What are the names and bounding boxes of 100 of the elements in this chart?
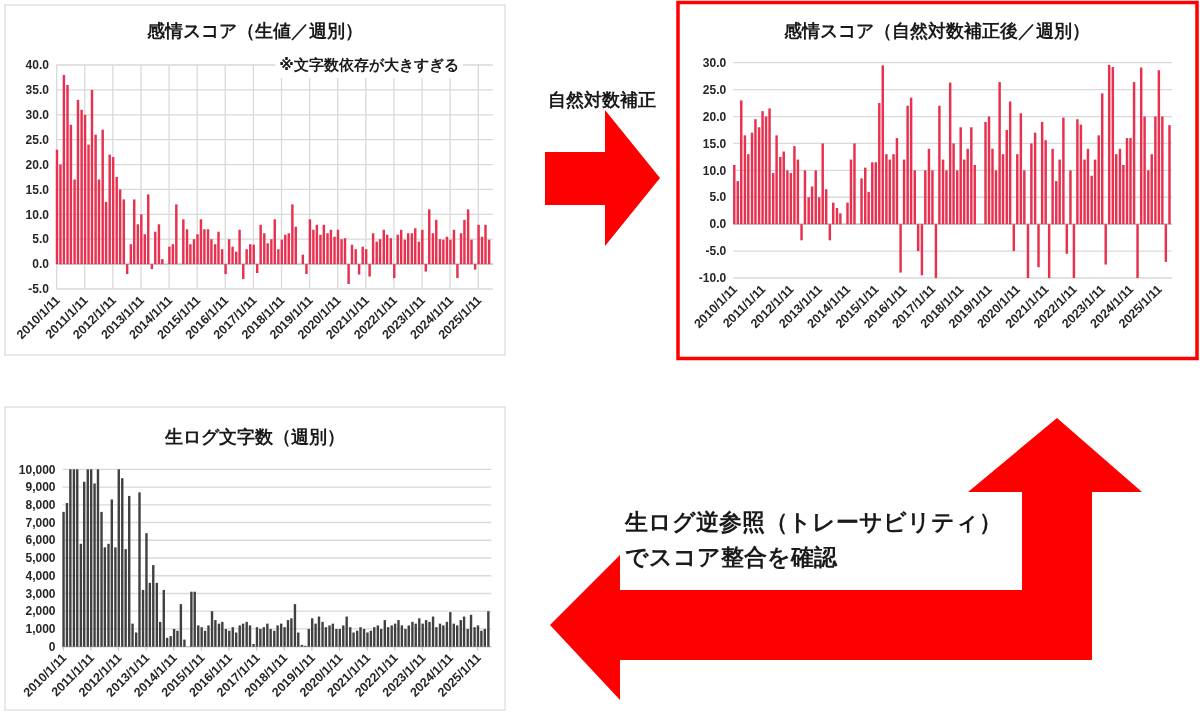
bar <box>733 164 736 225</box>
bar <box>456 264 459 279</box>
annotation: ※文字数依存が大きすぎる <box>279 56 459 74</box>
bar <box>1051 148 1054 225</box>
y-tick-label: 7,000 <box>25 515 56 530</box>
bar <box>1069 170 1072 225</box>
bar <box>428 621 431 647</box>
bar <box>821 143 824 225</box>
bar <box>368 264 371 277</box>
bar <box>266 623 269 647</box>
y-tick-label: 30.0 <box>25 107 50 122</box>
bar <box>354 249 357 265</box>
bar <box>449 612 452 647</box>
bar <box>175 204 178 265</box>
bar <box>782 151 785 225</box>
bar <box>69 469 72 647</box>
bar <box>168 246 171 265</box>
bar <box>361 246 364 265</box>
y-tick-label: 35.0 <box>25 83 50 98</box>
bar <box>959 127 962 225</box>
bar <box>238 229 241 265</box>
text: 自然対数補正 <box>548 90 656 110</box>
bar <box>269 628 272 647</box>
bar <box>390 625 393 647</box>
y-tick-label: 3,000 <box>25 586 56 601</box>
bar <box>793 146 796 225</box>
bar <box>305 264 308 275</box>
bar <box>473 264 477 270</box>
bar <box>321 621 324 647</box>
bar <box>145 533 148 647</box>
bar <box>108 154 111 265</box>
bar <box>182 219 185 265</box>
bar <box>397 620 400 647</box>
bar <box>1168 125 1171 225</box>
bar <box>396 234 399 265</box>
y-tick-label: 5.0 <box>709 190 727 205</box>
y-tick-label: 10.0 <box>702 163 727 178</box>
bar <box>1104 224 1107 265</box>
bar <box>768 108 771 225</box>
bar <box>775 135 778 225</box>
y-tick-label: 10,000 <box>18 462 56 477</box>
y-tick-label: 1,000 <box>25 622 56 637</box>
y-tick-label: 20.0 <box>702 109 727 124</box>
text: でスコア整合を確認 <box>625 544 838 570</box>
bar <box>853 143 856 225</box>
bar <box>754 119 757 225</box>
bar <box>1062 117 1065 225</box>
y-tick-label: 8,000 <box>25 497 56 512</box>
y-tick-label: 25.0 <box>25 132 50 147</box>
chart-title: 感情スコア（生値／週別） <box>146 21 363 41</box>
bar <box>138 492 141 647</box>
bar <box>1076 119 1079 225</box>
y-tick-label: 2,000 <box>25 604 56 619</box>
bar <box>245 621 248 647</box>
y-tick-label: -5.0 <box>705 244 727 259</box>
bar <box>101 129 104 265</box>
bar <box>938 105 941 225</box>
bar <box>442 239 445 265</box>
y-tick-label: 0 <box>48 639 56 654</box>
bar <box>328 625 331 647</box>
text: 生ログ逆参照（トレーサビリティ） <box>624 509 1002 535</box>
bar <box>140 214 143 265</box>
y-tick-label: 25.0 <box>702 82 727 97</box>
bar <box>347 264 350 285</box>
y-tick-label: 5,000 <box>25 551 56 566</box>
bar <box>1136 224 1139 278</box>
y-tick-label: 10.0 <box>25 207 50 222</box>
y-tick-label: 15.0 <box>25 182 50 197</box>
bar <box>442 625 445 647</box>
y-tick-label: 40.0 <box>25 58 50 73</box>
bar <box>477 224 480 265</box>
y-tick-label: 9,000 <box>25 480 56 495</box>
bar <box>221 621 224 647</box>
bar <box>259 224 262 265</box>
bar <box>276 625 279 647</box>
y-tick-label: 0.0 <box>709 217 727 232</box>
bar <box>345 616 348 647</box>
y-tick-label: 4,000 <box>25 568 56 583</box>
bar <box>487 611 490 647</box>
bar <box>224 264 227 275</box>
bar <box>800 224 803 241</box>
bar <box>484 224 487 265</box>
chart-title: 感情スコア（自然対数補正後／週別） <box>783 21 1090 41</box>
bar <box>1037 224 1040 268</box>
y-tick-label: -5.0 <box>28 282 50 297</box>
chart-title: 生ログ文字数（週別） <box>164 427 345 447</box>
y-tick-label: 30.0 <box>702 55 727 70</box>
y-tick-label: -10.0 <box>698 271 727 286</box>
bar <box>421 229 424 265</box>
bar <box>217 231 220 265</box>
bar <box>899 224 902 273</box>
bar <box>998 82 1001 225</box>
bar <box>366 632 369 647</box>
bar <box>761 111 764 225</box>
y-tick-label: 15.0 <box>702 136 727 151</box>
y-tick-label: 20.0 <box>25 157 50 172</box>
y-tick-label: 5.0 <box>32 232 50 247</box>
bar <box>970 127 973 225</box>
y-tick-label: 0.0 <box>32 257 50 272</box>
bar <box>984 121 987 225</box>
